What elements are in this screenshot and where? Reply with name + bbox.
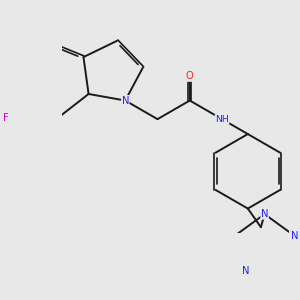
Text: N: N <box>122 95 129 106</box>
Text: N: N <box>291 231 298 241</box>
Text: NH: NH <box>215 115 229 124</box>
Text: N: N <box>261 209 268 219</box>
Text: F: F <box>3 113 8 123</box>
Text: N: N <box>242 266 250 276</box>
Text: O: O <box>186 71 194 81</box>
